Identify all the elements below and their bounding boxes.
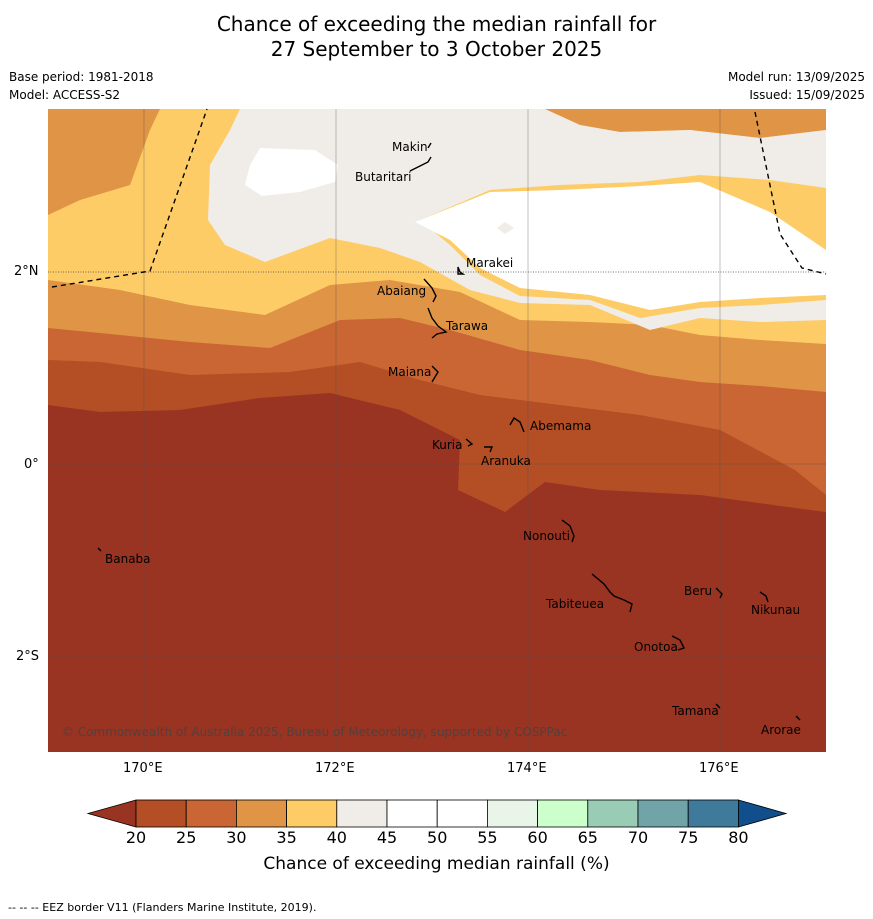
island-marakei <box>457 266 466 275</box>
island-makin <box>427 142 432 149</box>
lon-tick-170e: 170°E <box>123 761 163 776</box>
colorbar <box>86 799 788 828</box>
island-tamana <box>715 703 721 709</box>
colorbar-swatch <box>286 799 338 828</box>
label-aranuka: Aranuka <box>481 454 531 468</box>
label-tarawa: Tarawa <box>445 319 488 333</box>
colorbar-swatch <box>235 799 287 828</box>
label-butaritari: Butaritari <box>355 170 412 184</box>
label-tabiteuea: Tabiteuea <box>545 597 604 611</box>
island-onotoa <box>671 635 685 651</box>
band-45-50 <box>208 109 826 330</box>
island-aranuka <box>484 446 494 453</box>
copyright-notice: © Commonwealth of Australia 2025, Bureau… <box>62 725 567 739</box>
colorbar-swatch <box>687 799 739 828</box>
colorbar-swatch <box>486 799 538 828</box>
map-contours <box>48 109 826 752</box>
colorbar-swatch <box>386 799 438 828</box>
island-nonouti <box>561 519 575 543</box>
lat-tick-2s: 2°S <box>16 649 40 664</box>
colorbar-extend-high <box>738 799 788 828</box>
island-tarawa <box>427 307 448 339</box>
island-banaba <box>97 547 102 552</box>
colorbar-extend-low <box>86 799 137 828</box>
place-labels: Makin Butaritari Marakei Abaiang Tarawa … <box>105 140 801 737</box>
colorbar-tick-label: 30 <box>226 828 247 847</box>
island-nikunau <box>759 591 769 603</box>
colorbar-swatch <box>587 799 639 828</box>
model-run: Model run: 13/09/2025 <box>727 70 865 84</box>
colorbar-swatch <box>135 799 187 828</box>
issued-date: Issued: 15/09/2025 <box>749 88 865 102</box>
label-marakei: Marakei <box>466 256 513 270</box>
colorbar-swatch <box>436 799 488 828</box>
lat-tick-2n: 2°N <box>14 264 39 279</box>
island-shapes <box>97 142 801 721</box>
chart-title-line2: 27 September to 3 October 2025 <box>270 37 603 61</box>
colorbar-swatch <box>637 799 689 828</box>
colorbar-tick-label: 70 <box>627 828 649 847</box>
label-abemama: Abemama <box>530 419 591 433</box>
band-45-50-island <box>497 222 514 234</box>
colorbar-tick-label: 35 <box>276 828 297 847</box>
label-beru: Beru <box>684 584 712 598</box>
band-50-55-east <box>415 182 826 310</box>
label-abaiang: Abaiang <box>377 284 426 298</box>
label-nikunau: Nikunau <box>751 603 800 617</box>
island-tabiteuea <box>591 573 633 613</box>
graticule <box>48 109 826 752</box>
eez-border <box>51 108 827 288</box>
label-kuria: Kuria <box>432 438 463 452</box>
island-abaiang <box>423 278 437 303</box>
base-period: Base period: 1981-2018 <box>9 70 154 84</box>
label-maiana: Maiana <box>388 365 431 379</box>
band-50-55-north <box>245 148 338 196</box>
band-35-40-nw <box>48 109 160 215</box>
chart-title-line1: Chance of exceeding the median rainfall … <box>216 12 657 36</box>
colorbar-title: Chance of exceeding median rainfall (%) <box>263 854 610 874</box>
colorbar-tick-label: 40 <box>326 828 347 847</box>
colorbar-tick-label: 60 <box>527 828 548 847</box>
label-makin: Makin <box>392 140 428 154</box>
colorbar-tick-label: 80 <box>728 828 749 847</box>
model-name: Model: ACCESS-S2 <box>9 88 121 102</box>
colorbar-swatch <box>537 799 589 828</box>
colorbar-swatch <box>185 799 237 828</box>
colorbar-tick-label: 25 <box>176 828 197 847</box>
island-abemama <box>509 417 525 433</box>
label-tamana: Tamana <box>671 704 719 718</box>
island-butaritari <box>409 156 432 172</box>
lon-tick-174e: 174°E <box>507 761 547 776</box>
colorbar-tick-label: 65 <box>577 828 598 847</box>
island-beru <box>715 587 723 599</box>
label-banaba: Banaba <box>105 552 151 566</box>
lat-tick-0: 0° <box>24 457 39 472</box>
colorbar-tick-label: 45 <box>376 828 398 847</box>
island-kuria <box>465 438 474 447</box>
island-maiana <box>431 365 439 383</box>
eez-footnote: -- -- -- EEZ border V11 (Flanders Marine… <box>8 901 317 914</box>
lon-tick-172e: 172°E <box>315 761 355 776</box>
label-nonouti: Nonouti <box>523 529 570 543</box>
lon-tick-176e: 176°E <box>699 761 739 776</box>
colorbar-tick-label: 55 <box>477 828 498 847</box>
island-arorae <box>795 715 801 721</box>
colorbar-tick-label: 50 <box>427 828 448 847</box>
colorbar-tick-label: 75 <box>678 828 699 847</box>
label-arorae: Arorae <box>761 723 801 737</box>
colorbar-tick-label: 20 <box>125 828 147 847</box>
colorbar-swatch <box>336 799 388 828</box>
label-onotoa: Onotoa <box>634 640 678 654</box>
